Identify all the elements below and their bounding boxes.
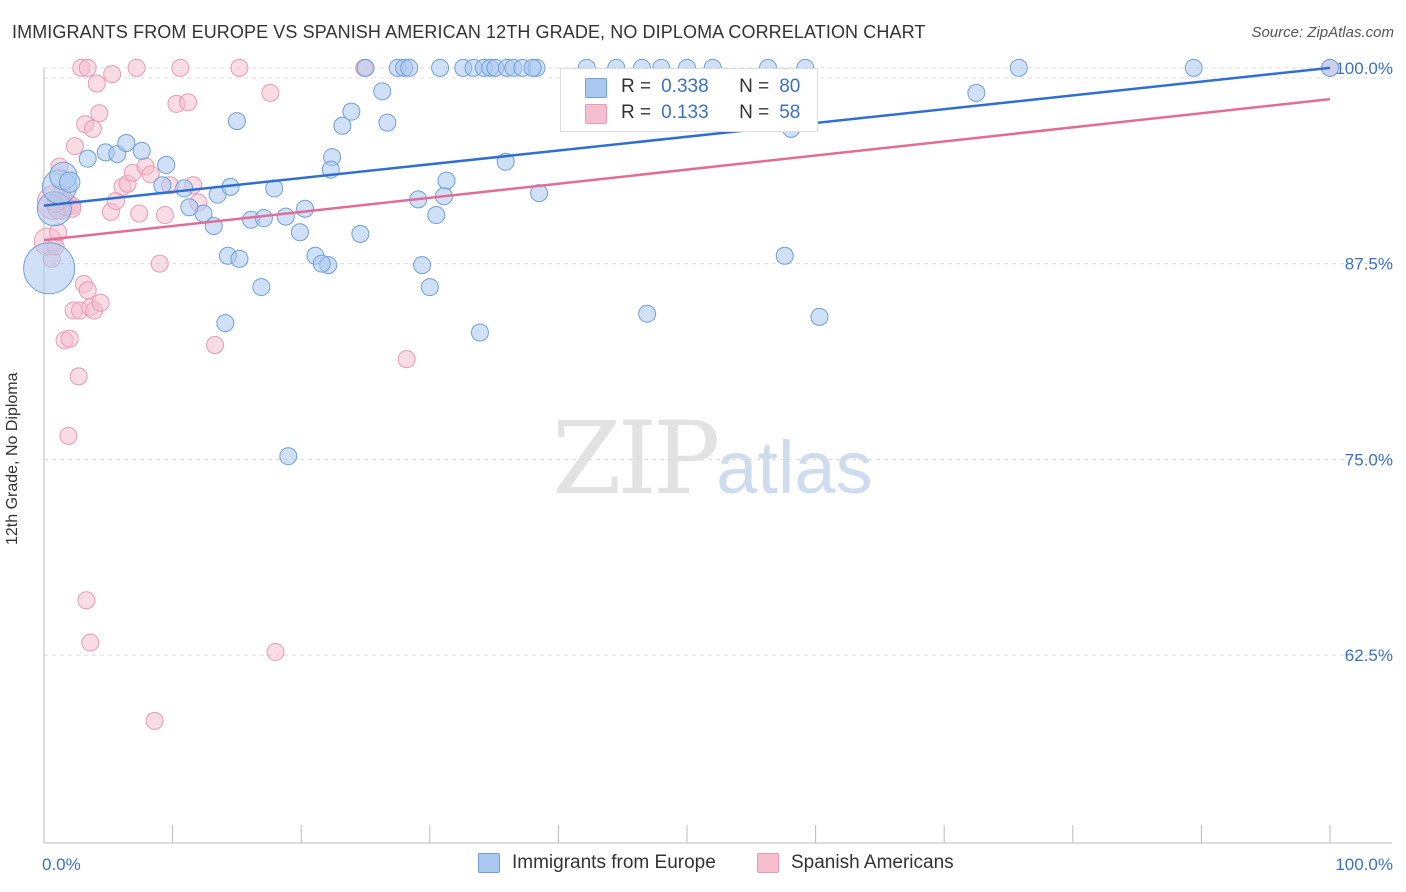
point-europe bbox=[523, 58, 542, 77]
watermark-atlas: atlas bbox=[716, 426, 873, 509]
y-tick-label: 87.5% bbox=[1345, 255, 1393, 274]
point-spanish bbox=[155, 206, 174, 225]
trend-line-spanish bbox=[43, 97, 1331, 242]
point-europe bbox=[290, 223, 309, 242]
point-europe bbox=[227, 112, 246, 131]
n-value: 58 bbox=[779, 102, 801, 123]
y-tick-label: 100.0% bbox=[1335, 59, 1393, 78]
point-europe bbox=[427, 206, 446, 225]
point-europe bbox=[59, 171, 81, 193]
point-spanish bbox=[127, 58, 146, 77]
legend-item-spanish[interactable]: Spanish Americans bbox=[757, 852, 954, 874]
chart-title: IMMIGRANTS FROM EUROPE VS SPANISH AMERIC… bbox=[12, 22, 926, 42]
point-europe bbox=[470, 323, 489, 342]
r-label: R = bbox=[621, 76, 652, 97]
point-spanish bbox=[78, 281, 97, 300]
point-europe bbox=[117, 133, 136, 152]
point-spanish bbox=[90, 104, 109, 123]
legend-label-europe: Immigrants from Europe bbox=[512, 852, 716, 873]
point-spanish bbox=[60, 329, 79, 348]
point-spanish bbox=[78, 58, 97, 77]
point-europe bbox=[1009, 58, 1028, 77]
point-europe bbox=[23, 242, 76, 295]
legend-swatch-spanish-icon bbox=[757, 853, 779, 873]
point-spanish bbox=[261, 83, 280, 102]
point-europe bbox=[254, 209, 273, 228]
point-spanish bbox=[150, 254, 169, 273]
point-europe bbox=[378, 113, 397, 132]
n-label: N = bbox=[739, 76, 770, 97]
point-spanish bbox=[130, 204, 149, 223]
stats-row-europe: R = 0.338 N = 80 bbox=[585, 75, 801, 99]
point-europe bbox=[810, 307, 829, 326]
y-tick-label: 62.5% bbox=[1345, 646, 1393, 665]
point-europe bbox=[157, 155, 176, 174]
point-europe bbox=[356, 58, 375, 77]
point-spanish bbox=[141, 165, 160, 184]
point-spanish bbox=[65, 137, 84, 156]
point-spanish bbox=[87, 74, 106, 93]
swatch-spanish-icon bbox=[585, 104, 607, 124]
point-europe bbox=[413, 256, 432, 275]
point-europe bbox=[216, 314, 235, 333]
point-europe bbox=[312, 254, 331, 273]
point-europe bbox=[252, 278, 271, 297]
point-spanish bbox=[266, 642, 285, 661]
swatch-europe-icon bbox=[585, 78, 607, 98]
point-spanish bbox=[59, 426, 78, 445]
point-europe bbox=[351, 224, 370, 243]
r-value: 0.133 bbox=[661, 102, 709, 123]
series-legend: Immigrants from Europe Spanish Americans bbox=[0, 852, 1406, 878]
point-europe bbox=[342, 102, 361, 121]
point-europe bbox=[1184, 58, 1203, 77]
source-credit: Source: ZipAtlas.com bbox=[1251, 24, 1394, 41]
point-europe bbox=[400, 58, 419, 77]
point-spanish bbox=[69, 367, 88, 386]
x-tick-label-min: 0.0% bbox=[42, 855, 81, 874]
stats-legend: R = 0.338 N = 80 R = 0.133 N = 58 bbox=[560, 68, 818, 132]
point-europe bbox=[230, 249, 249, 268]
point-europe bbox=[967, 83, 986, 102]
point-europe bbox=[279, 447, 298, 466]
y-tick-label: 75.0% bbox=[1345, 450, 1393, 469]
watermark-zip: ZIP bbox=[552, 400, 720, 517]
x-tick-label-max: 100.0% bbox=[1335, 855, 1393, 874]
point-spanish bbox=[397, 350, 416, 369]
point-spanish bbox=[91, 293, 110, 312]
n-value: 80 bbox=[779, 76, 801, 97]
r-value: 0.338 bbox=[661, 76, 709, 97]
point-europe bbox=[431, 58, 450, 77]
point-europe bbox=[132, 141, 151, 160]
point-europe bbox=[175, 179, 194, 198]
legend-label-spanish: Spanish Americans bbox=[791, 852, 954, 873]
watermark: ZIPatlas bbox=[552, 400, 873, 517]
point-spanish bbox=[206, 336, 225, 355]
point-spanish bbox=[103, 65, 122, 84]
point-spanish bbox=[81, 633, 100, 652]
point-europe bbox=[78, 149, 97, 168]
legend-item-europe[interactable]: Immigrants from Europe bbox=[478, 852, 716, 874]
point-europe bbox=[296, 199, 315, 218]
point-europe bbox=[333, 116, 352, 135]
point-europe bbox=[638, 304, 657, 323]
point-europe bbox=[437, 171, 456, 190]
trend-line-europe bbox=[43, 66, 1331, 207]
n-label: N = bbox=[739, 102, 770, 123]
r-label: R = bbox=[621, 102, 652, 123]
point-europe bbox=[373, 82, 392, 101]
point-europe bbox=[276, 207, 295, 226]
point-europe bbox=[775, 246, 794, 265]
point-europe bbox=[180, 198, 199, 217]
point-spanish bbox=[230, 58, 249, 77]
point-spanish bbox=[179, 93, 198, 112]
point-spanish bbox=[145, 711, 164, 730]
point-europe bbox=[420, 278, 439, 297]
point-spanish bbox=[83, 119, 102, 138]
legend-swatch-europe-icon bbox=[478, 853, 500, 873]
point-spanish bbox=[77, 591, 96, 610]
stats-row-spanish: R = 0.133 N = 58 bbox=[585, 101, 801, 125]
point-spanish bbox=[171, 58, 190, 77]
